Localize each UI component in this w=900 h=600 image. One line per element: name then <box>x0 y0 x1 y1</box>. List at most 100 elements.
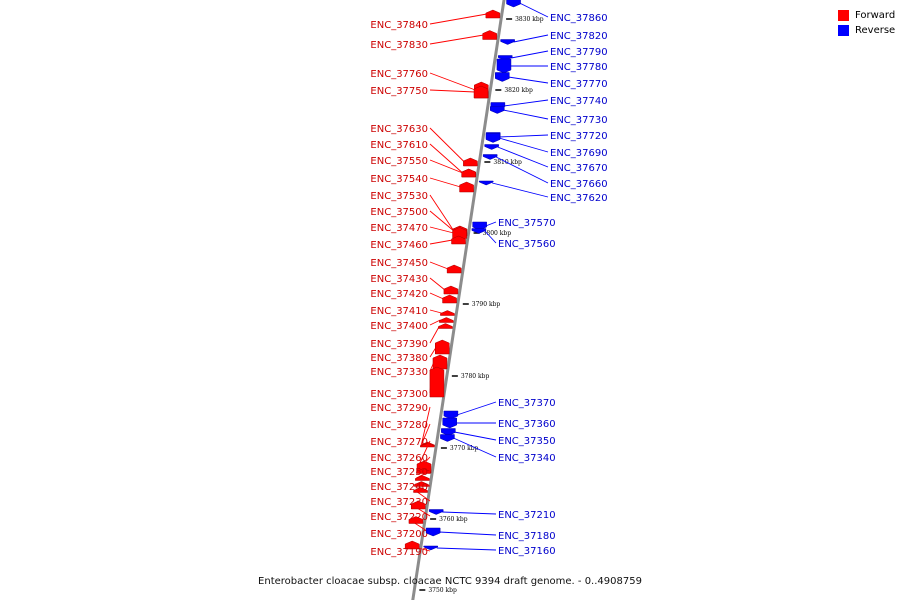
forward-leader-line <box>429 72 476 91</box>
forward-leader-line <box>429 177 461 188</box>
reverse-leader-line <box>485 221 497 227</box>
tick-label: 3780 kbp <box>461 373 490 380</box>
reverse-leader-line <box>492 182 549 198</box>
forward-gene-glyph <box>420 442 435 448</box>
forward-gene-glyph <box>440 310 455 316</box>
tick-label: 3750 kbp <box>428 587 457 594</box>
forward-gene-label: ENC_37200 <box>370 529 428 540</box>
reverse-gene-label: ENC_37770 <box>550 79 608 90</box>
reverse-leader-line <box>508 76 549 84</box>
reverse-leader-line <box>499 134 549 138</box>
reverse-leader-line <box>498 137 549 153</box>
legend-item-reverse: Reverse <box>838 23 895 38</box>
forward-gene-label: ENC_37630 <box>370 124 428 135</box>
legend: Forward Reverse <box>838 8 895 38</box>
reverse-leader-line <box>439 531 497 536</box>
reverse-gene-glyph <box>423 545 438 551</box>
reverse-gene-glyph <box>425 527 441 537</box>
reverse-gene-glyph <box>441 428 456 436</box>
reverse-gene-glyph <box>490 106 505 114</box>
forward-gene-label: ENC_37830 <box>370 40 428 51</box>
reverse-gene-glyph <box>482 154 498 160</box>
legend-label-forward: Forward <box>855 10 896 21</box>
reverse-gene-glyph <box>496 58 512 74</box>
tick-label: 3800 kbp <box>483 230 512 237</box>
forward-gene-glyph <box>429 366 445 398</box>
forward-gene-label: ENC_37470 <box>370 223 428 234</box>
reverse-gene-label: ENC_37660 <box>550 179 608 190</box>
forward-gene-label: ENC_37460 <box>370 240 428 251</box>
forward-gene-label: ENC_37280 <box>370 420 428 431</box>
forward-leader-line <box>429 239 453 245</box>
reverse-leader-line <box>519 2 549 18</box>
forward-gene-glyph <box>410 500 426 510</box>
forward-leader-line <box>429 319 441 326</box>
forward-gene-glyph <box>443 285 459 295</box>
tick-label: 3820 kbp <box>504 87 533 94</box>
reverse-gene-label: ENC_37820 <box>550 31 608 42</box>
forward-gene-glyph <box>439 317 454 323</box>
reverse-leader-line <box>454 431 497 441</box>
forward-leader-line <box>429 194 455 232</box>
reverse-swatch <box>838 25 849 36</box>
forward-gene-glyph <box>413 487 428 493</box>
forward-gene-glyph <box>459 181 474 193</box>
forward-gene-label: ENC_37390 <box>370 339 428 350</box>
reverse-leader-line <box>511 50 549 59</box>
forward-swatch <box>838 10 849 21</box>
reverse-gene-glyph <box>484 144 499 150</box>
reverse-gene-label: ENC_37670 <box>550 163 608 174</box>
genome-caption: Enterobacter cloacae subsp. cloacae NCTC… <box>258 576 642 587</box>
tick-label: 3830 kbp <box>515 16 544 23</box>
reverse-gene-label: ENC_37360 <box>498 419 556 430</box>
reverse-gene-label: ENC_37570 <box>498 218 556 229</box>
forward-gene-glyph <box>446 264 462 274</box>
forward-leader-line <box>429 226 454 234</box>
forward-gene-glyph <box>432 354 448 370</box>
forward-leader-line <box>429 277 446 291</box>
forward-leader-line <box>420 423 431 446</box>
forward-gene-label: ENC_37550 <box>370 156 428 167</box>
forward-gene-label: ENC_37190 <box>370 547 428 558</box>
forward-leader-line <box>429 292 444 300</box>
forward-gene-glyph <box>451 235 466 245</box>
forward-gene-glyph <box>463 157 478 167</box>
forward-gene-label: ENC_37400 <box>370 321 428 332</box>
forward-gene-glyph <box>473 85 489 99</box>
forward-gene-glyph <box>404 540 420 550</box>
forward-gene-glyph <box>438 323 453 329</box>
reverse-gene-label: ENC_37790 <box>550 47 608 58</box>
reverse-leader-line <box>442 511 497 515</box>
reverse-leader-line <box>484 230 497 244</box>
reverse-gene-label: ENC_37740 <box>550 96 608 107</box>
forward-gene-label: ENC_37540 <box>370 174 428 185</box>
reverse-gene-label: ENC_37350 <box>498 436 556 447</box>
forward-leader-line <box>429 143 464 174</box>
forward-gene-label: ENC_37380 <box>370 353 428 364</box>
forward-gene-label: ENC_37450 <box>370 258 428 269</box>
forward-gene-label: ENC_37230 <box>370 497 428 508</box>
forward-leader-line <box>417 456 431 472</box>
forward-leader-line <box>429 309 442 314</box>
reverse-gene-label: ENC_37620 <box>550 193 608 204</box>
forward-gene-glyph <box>461 168 476 178</box>
reverse-leader-line <box>453 437 497 458</box>
forward-leader-line <box>429 261 449 270</box>
reverse-leader-line <box>456 401 497 416</box>
tick-label: 3770 kbp <box>450 445 479 452</box>
forward-gene-label: ENC_37760 <box>370 69 428 80</box>
reverse-gene-glyph <box>478 180 494 186</box>
reverse-gene-glyph <box>485 133 501 143</box>
forward-gene-label: ENC_37530 <box>370 191 428 202</box>
reverse-leader-line <box>503 99 549 107</box>
reverse-gene-glyph <box>442 417 457 429</box>
reverse-gene-glyph <box>495 72 510 82</box>
forward-gene-label: ENC_37220 <box>370 512 428 523</box>
forward-gene-glyph <box>485 9 501 19</box>
forward-leader-line <box>429 89 476 93</box>
tick-label: 3760 kbp <box>439 516 468 523</box>
forward-gene-label: ENC_37240 <box>370 482 428 493</box>
forward-gene-label: ENC_37840 <box>370 20 428 31</box>
